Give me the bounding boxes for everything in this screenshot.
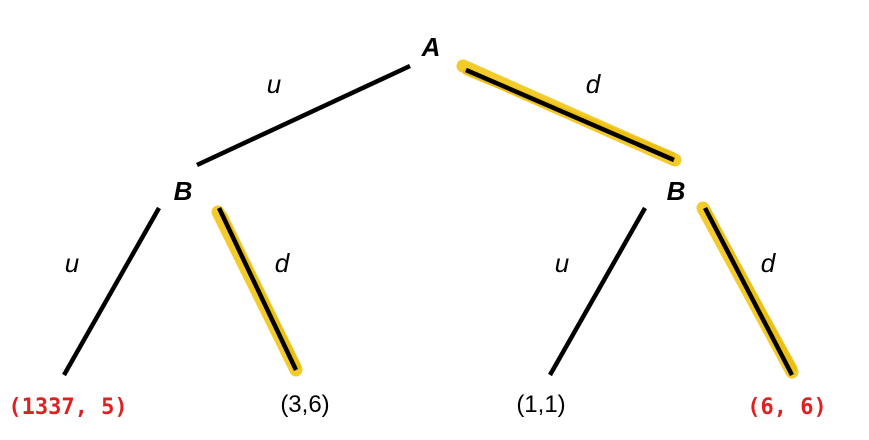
edge-root-d-label: d — [586, 69, 602, 99]
node-a-label: A — [421, 32, 441, 62]
edge-left-u — [62, 206, 161, 377]
edge-root-u-label: u — [267, 69, 281, 99]
edge-right-d-label: d — [761, 248, 777, 278]
edge-right-u — [548, 206, 647, 377]
node-b-left-label: B — [174, 176, 193, 206]
payoff-uu: (1337, 5) — [8, 395, 127, 420]
edge-left-u-label: u — [65, 248, 79, 278]
edge-right-d — [703, 206, 794, 377]
payoff-du: (1,1) — [516, 391, 565, 418]
payoff-dd: (6, 6) — [747, 395, 826, 420]
node-b-right-label: B — [667, 176, 686, 206]
edge-left-d — [216, 207, 299, 371]
edge-root-u — [196, 63, 411, 168]
edge-right-u-label: u — [555, 248, 569, 278]
highlight-path — [211, 59, 799, 379]
edge-root-d — [465, 67, 675, 163]
payoff-ud: (3,6) — [280, 391, 329, 418]
edge-left-d-label: d — [275, 248, 291, 278]
